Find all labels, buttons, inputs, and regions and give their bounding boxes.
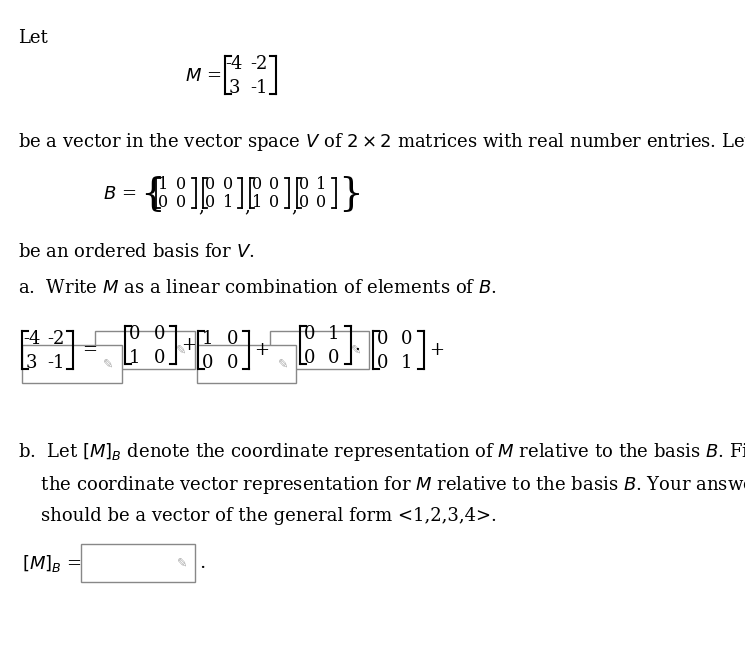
Text: +: + [254,341,269,359]
Text: =: = [82,341,97,359]
Text: 1: 1 [202,330,214,348]
Text: 0: 0 [299,194,308,211]
Text: -1: -1 [250,79,267,97]
Text: 0: 0 [299,176,308,193]
FancyBboxPatch shape [197,345,297,383]
FancyBboxPatch shape [81,544,195,582]
Text: -2: -2 [250,55,267,73]
Text: .: . [355,336,361,354]
Text: 0: 0 [202,354,214,372]
Text: 1: 1 [328,325,340,343]
Text: should be a vector of the general form <1,2,3,4>.: should be a vector of the general form <… [19,507,498,525]
Text: -4: -4 [226,55,243,73]
Text: the coordinate vector representation for $M$ relative to the basis $B$. Your ans: the coordinate vector representation for… [19,474,745,496]
Text: 0: 0 [328,349,340,367]
Text: 1: 1 [158,176,168,193]
Text: 0: 0 [252,176,262,193]
Text: 0: 0 [158,194,168,211]
Text: ✎: ✎ [351,344,361,357]
Text: ,: , [198,197,203,215]
Text: 1: 1 [223,194,233,211]
Text: }: } [338,176,363,212]
Text: $M$ =: $M$ = [185,67,221,85]
Text: 1: 1 [401,354,413,372]
Text: ✎: ✎ [103,357,113,370]
Text: Let: Let [19,29,48,47]
Text: -2: -2 [48,330,65,348]
Text: 0: 0 [153,325,165,343]
FancyBboxPatch shape [22,345,121,383]
Text: 3: 3 [229,79,240,97]
Text: 0: 0 [226,354,238,372]
Text: $B$ =: $B$ = [103,185,136,203]
Text: 0: 0 [205,176,215,193]
Text: {: { [140,176,165,212]
Text: b.  Let $[M]_B$ denote the coordinate representation of $M$ relative to the basi: b. Let $[M]_B$ denote the coordinate rep… [19,441,745,463]
Text: 3: 3 [26,354,37,372]
Text: 0: 0 [176,176,186,193]
Text: be an ordered basis for $V$.: be an ordered basis for $V$. [19,243,255,261]
Text: 0: 0 [129,325,141,343]
FancyBboxPatch shape [95,331,194,369]
Text: +: + [429,341,444,359]
Text: .: . [199,554,205,572]
Text: 0: 0 [401,330,413,348]
Text: 0: 0 [153,349,165,367]
Text: ✎: ✎ [177,557,187,570]
Text: 0: 0 [223,176,232,193]
Text: be a vector in the vector space $V$ of $2 \times 2$ matrices with real number en: be a vector in the vector space $V$ of $… [19,131,745,153]
Text: 0: 0 [304,349,315,367]
Text: 0: 0 [377,330,388,348]
Text: 0: 0 [316,194,326,211]
Text: 0: 0 [377,354,388,372]
Text: ,: , [291,197,297,215]
Text: 0: 0 [270,194,279,211]
Text: -1: -1 [47,354,65,372]
Text: 0: 0 [304,325,315,343]
Text: a.  Write $M$ as a linear combination of elements of $B$.: a. Write $M$ as a linear combination of … [19,279,497,297]
Text: ✎: ✎ [278,357,288,370]
Text: 0: 0 [270,176,279,193]
Text: 0: 0 [176,194,186,211]
Text: 1: 1 [252,194,262,211]
Text: ✎: ✎ [176,344,186,357]
Text: 1: 1 [316,176,326,193]
Text: -4: -4 [23,330,40,348]
Text: 0: 0 [226,330,238,348]
Text: 1: 1 [129,349,141,367]
Text: +: + [181,336,196,354]
Text: 0: 0 [205,194,215,211]
FancyBboxPatch shape [270,331,370,369]
Text: ,: , [244,197,250,215]
Text: $[M]_B$ =: $[M]_B$ = [22,553,82,574]
